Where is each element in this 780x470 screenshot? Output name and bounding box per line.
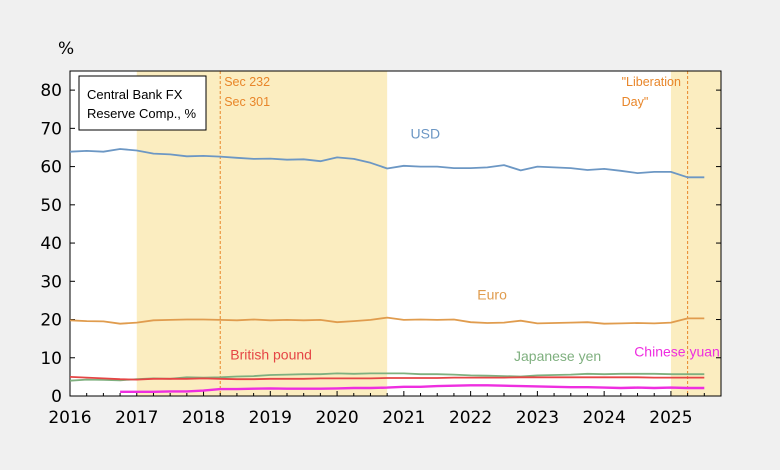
legend-box: Central Bank FX Reserve Comp., %	[78, 75, 207, 131]
x-tick-label-2023: 2023	[516, 408, 559, 428]
y-tick-label-30: 30	[40, 272, 62, 292]
legend-title-line-1: Central Bank FX	[87, 87, 183, 102]
series-line-chinese-yuan	[120, 384, 705, 393]
series-labels: USD Euro British pound Japanese yen Chinese …	[230, 126, 720, 364]
x-tick-label-2017: 2017	[115, 408, 158, 428]
event-label-1-line-2: Sec 301	[224, 95, 270, 109]
event-labels: Sec 232 Sec 301 "Liberation Day"	[224, 75, 681, 109]
series-label-usd: USD	[411, 126, 441, 142]
event-lines	[219, 71, 689, 396]
y-tick-label-0: 0	[51, 387, 62, 407]
y-tick-label-80: 80	[40, 81, 62, 101]
series-line-british-pound	[69, 376, 705, 381]
event-label-2-line-1: "Liberation	[622, 75, 681, 89]
y-tick-label-50: 50	[40, 196, 62, 216]
x-tick-label-2025: 2025	[649, 408, 692, 428]
y-tick-label-20: 20	[40, 311, 62, 331]
series-lines	[69, 148, 705, 393]
y-tick-label-40: 40	[40, 234, 62, 254]
axis-ticks: 2016 2017 2018 2019 2020 2021 2022 2023 2024 2025…	[40, 81, 721, 428]
legend-frame	[78, 75, 207, 131]
x-tick-label-2024: 2024	[583, 408, 626, 428]
series-line-usd	[69, 148, 705, 179]
series-label-british-pound: British pound	[230, 347, 312, 363]
event-label-2-line-2: Day"	[622, 95, 649, 109]
series-label-euro: Euro	[477, 287, 507, 303]
x-tick-label-2018: 2018	[182, 408, 225, 428]
x-tick-label-2020: 2020	[315, 408, 358, 428]
y-tick-label-70: 70	[40, 119, 62, 139]
y-tick-label-60: 60	[40, 158, 62, 178]
series-label-japanese-yen: Japanese yen	[514, 348, 601, 364]
series-line-euro	[69, 316, 705, 325]
event-label-1-line-1: Sec 232	[224, 75, 270, 89]
x-tick-label-2022: 2022	[449, 408, 492, 428]
shaded-period-2	[670, 71, 721, 396]
y-axis-unit-label: %	[58, 39, 74, 59]
x-tick-label-2019: 2019	[249, 408, 292, 428]
legend-title-line-2: Reserve Comp., %	[87, 106, 197, 121]
x-tick-label-2021: 2021	[382, 408, 425, 428]
x-tick-label-2016: 2016	[48, 408, 91, 428]
plot-frame	[69, 70, 722, 397]
series-label-chinese-yuan: Chinese yuan	[634, 344, 720, 360]
y-tick-label-10: 10	[40, 349, 62, 369]
